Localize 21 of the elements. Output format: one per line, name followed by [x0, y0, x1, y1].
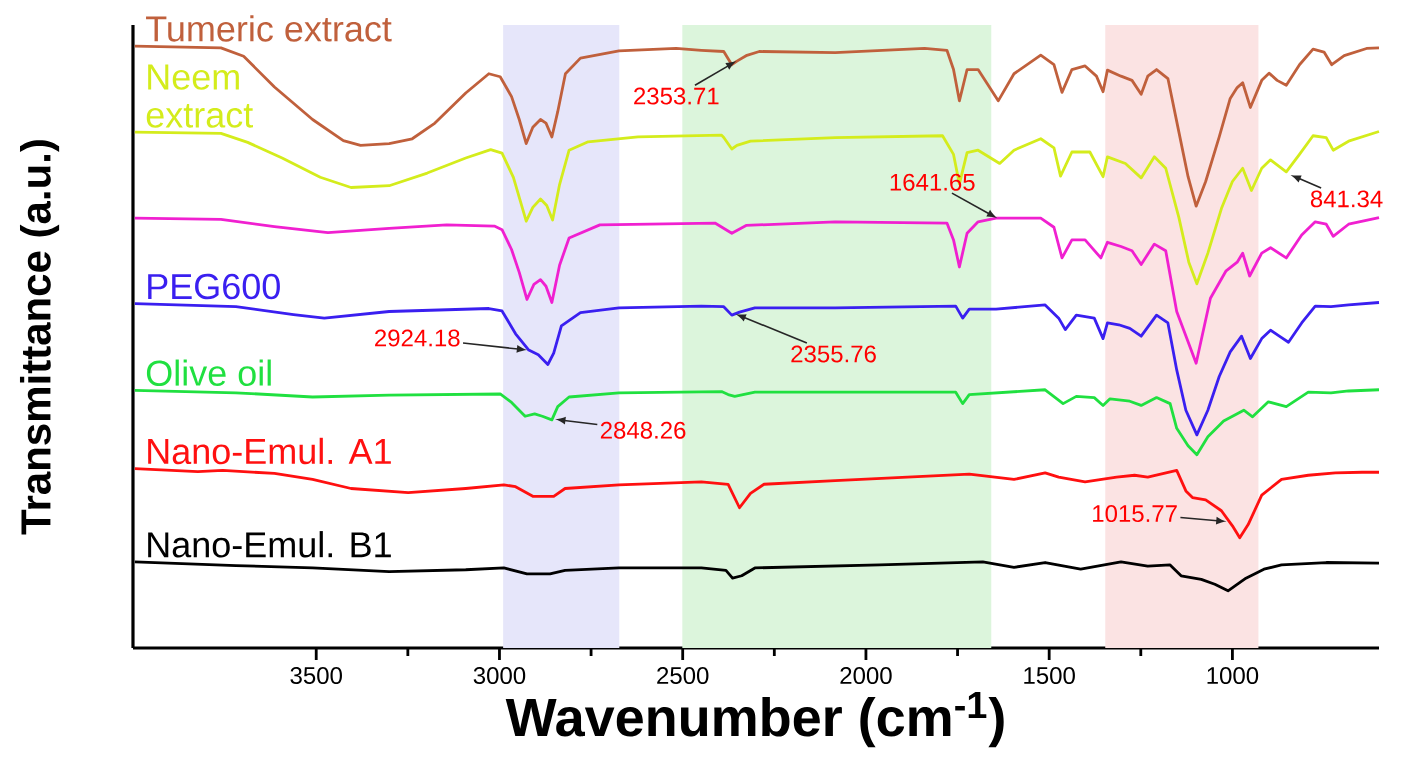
series-label: Tumeric extract — [146, 15, 392, 42]
annotation: 2353.71 — [634, 87, 719, 105]
series-label: Neem extract — [146, 64, 253, 128]
series-label: Nano-Emul. B1 — [148, 531, 391, 558]
series-label: Nano-Emul. A1 — [148, 437, 391, 465]
annotation: 1015.77 — [1093, 505, 1177, 523]
x-tick-label: 3500 — [290, 667, 342, 685]
x-axis-title: Wavenumber (cm$^{-1}$) — [505, 692, 1004, 748]
y-axis-title: Transmittance (a.u.) — [19, 140, 60, 535]
series-label: PEG600 — [148, 273, 280, 300]
annotation: 841.34 — [1310, 190, 1383, 208]
annotation: 2924.18 — [375, 329, 460, 347]
x-tick-label: 1500 — [1024, 667, 1075, 685]
x-tick-label: 2000 — [840, 667, 892, 685]
x-tick-label: 2500 — [657, 667, 709, 685]
annotation: 2848.26 — [600, 421, 686, 439]
annotation: 1641.65 — [890, 173, 975, 191]
annotation: 2355.76 — [791, 345, 876, 363]
series-label: Olive oil — [146, 359, 271, 386]
x-tick-label: 1000 — [1207, 667, 1259, 685]
x-tick-label: 3000 — [473, 667, 526, 685]
